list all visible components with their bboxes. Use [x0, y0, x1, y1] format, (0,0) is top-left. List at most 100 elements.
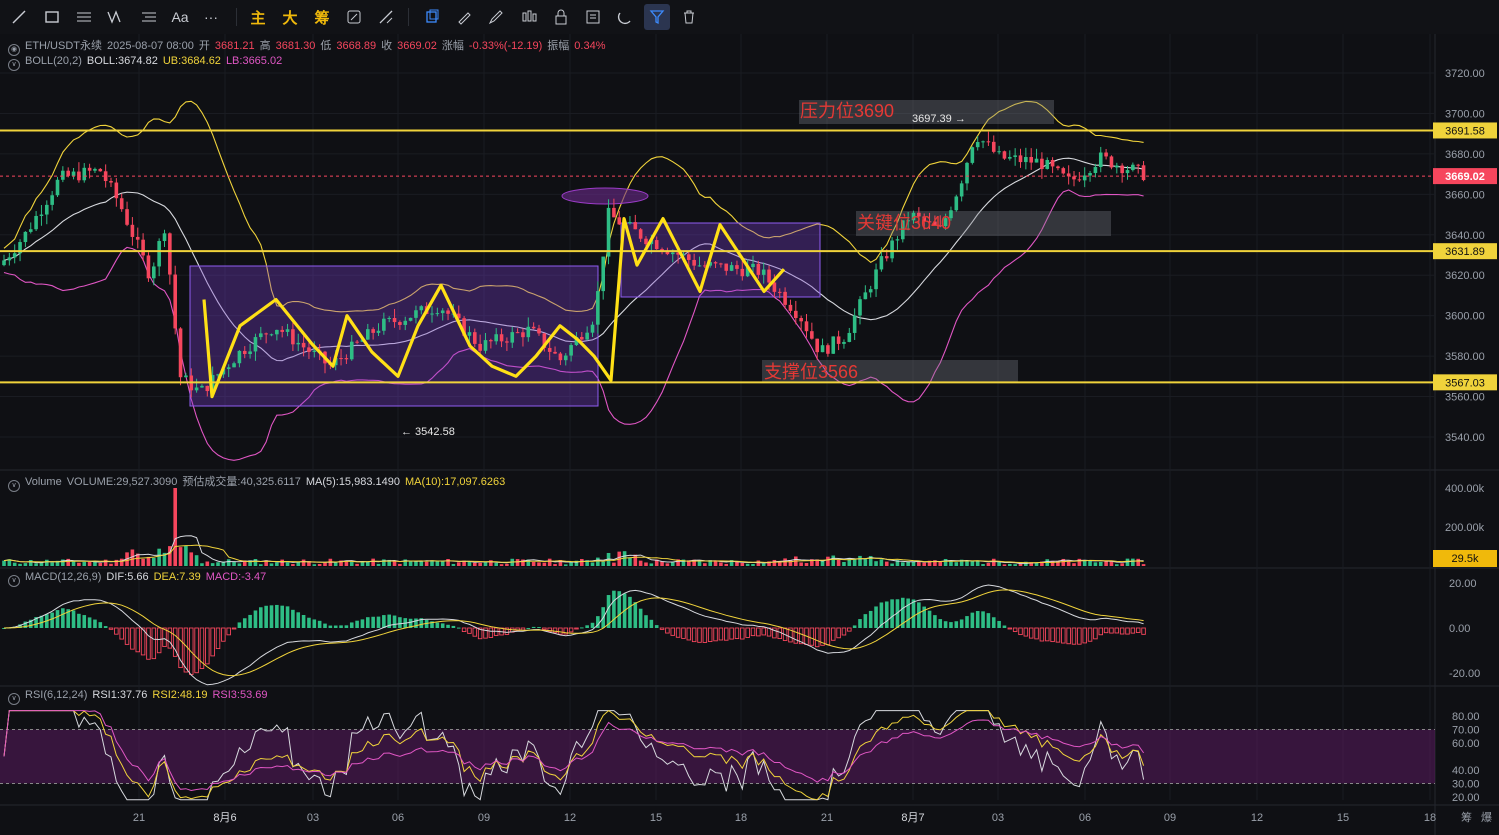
collapse-icon[interactable]: ∨	[8, 575, 20, 587]
collapse-icon[interactable]: ∨	[8, 59, 20, 71]
candle-body	[301, 342, 306, 348]
large-order-button[interactable]: 大	[282, 9, 298, 27]
volume-bar	[23, 563, 28, 566]
candle-body	[542, 333, 547, 348]
volume-bar	[820, 560, 825, 566]
macd-hist-bar	[205, 627, 210, 665]
macd-hist-bar	[296, 612, 301, 628]
volume-estimate: 40,325.6117	[240, 476, 301, 488]
candle-body	[66, 170, 70, 176]
lock-icon[interactable]	[548, 4, 574, 30]
edit-icon[interactable]	[580, 4, 606, 30]
candle-body	[954, 196, 959, 211]
trash-icon[interactable]	[676, 4, 702, 30]
candle-body	[1131, 164, 1135, 171]
candle-body	[1098, 152, 1103, 168]
key-level-label: 关键位3640	[857, 213, 951, 233]
candle-body	[574, 336, 579, 346]
macd-hist-bar	[713, 627, 718, 642]
rsi3-line	[3, 710, 1145, 792]
macd-hist-bar	[1012, 627, 1018, 632]
copy-icon[interactable]	[419, 4, 445, 30]
candle-body	[505, 341, 509, 343]
rect-tool-icon[interactable]	[39, 4, 65, 30]
eye-icon[interactable]: ◉	[8, 44, 20, 56]
macd-hist-bar	[264, 605, 268, 628]
more-tools-button[interactable]: ···	[204, 9, 218, 25]
volume-bar	[1141, 564, 1146, 566]
fib-tool-icon[interactable]	[104, 4, 130, 30]
candle-body	[1018, 155, 1023, 163]
macd-hist-bar	[172, 627, 178, 657]
volume-bar	[323, 562, 327, 566]
candle-body	[248, 351, 252, 355]
macd-hist-bar	[670, 627, 676, 636]
volume-bar	[296, 561, 301, 566]
hlines-tool-icon[interactable]	[71, 4, 97, 30]
volume-bar	[1115, 564, 1119, 566]
ohlc-info: ◉ ETH/USDT永续 2025-08-07 08:00 开 3681.21 高 3681…	[8, 37, 611, 56]
line-tool-icon[interactable]	[6, 4, 32, 30]
key-level-label-box	[856, 211, 1111, 236]
candle-body	[959, 183, 964, 197]
filter-icon[interactable]	[644, 4, 670, 30]
volume-bar	[740, 562, 745, 566]
macd-hist-bar	[895, 599, 900, 628]
volume-bar	[478, 562, 482, 566]
candle-body	[1002, 151, 1007, 159]
magnet-icon[interactable]	[612, 4, 638, 30]
pen-icon[interactable]	[483, 4, 509, 30]
candle-body	[991, 141, 996, 152]
candle-body	[633, 222, 638, 230]
candle-body	[949, 210, 953, 219]
chip-button[interactable]: 筹	[314, 9, 330, 27]
volume-bar	[654, 559, 659, 566]
macd-hist-bar	[997, 620, 1001, 628]
volume-bar	[1050, 560, 1055, 566]
volume-bar	[713, 560, 718, 566]
candle-body	[670, 252, 675, 255]
volume-bar	[1093, 562, 1098, 566]
volume-bar	[975, 560, 980, 566]
volume-bar	[355, 563, 359, 566]
collapse-icon[interactable]: ∨	[8, 693, 20, 705]
rsi2-value: RSI2:48.19	[152, 689, 208, 701]
volume-bar	[901, 562, 905, 566]
macd-hist-bar	[858, 619, 862, 628]
collapse-icon[interactable]: ∨	[8, 480, 20, 492]
macd-hist-bar	[387, 614, 391, 628]
volume-bar	[135, 553, 140, 566]
kline-chart[interactable]: 21 8月6 03 06 09 12 15 18 21 8月7 03 06 09 12 15 18 3720.0…	[0, 34, 1499, 835]
candle-body	[376, 330, 381, 333]
volume-bar	[1061, 558, 1066, 566]
macd-hist-bar	[221, 627, 226, 642]
brush-icon[interactable]	[451, 4, 477, 30]
macd-hist-bar	[371, 616, 375, 628]
candle-body	[387, 318, 391, 320]
main-indicator-button[interactable]: 主	[250, 9, 266, 27]
candles-icon[interactable]	[516, 4, 542, 30]
volume-bar	[911, 561, 916, 566]
ruler-icon[interactable]	[373, 4, 399, 30]
macd-value: MACD:-3.47	[205, 571, 267, 583]
candle-body	[296, 342, 301, 345]
candle-body	[874, 269, 878, 290]
macd-hist-bar	[451, 625, 456, 628]
text-tool-button[interactable]: Aa	[171, 9, 189, 25]
macd-hist-bar	[360, 619, 365, 628]
range-box	[620, 222, 821, 298]
macd-hist-bar	[734, 627, 740, 640]
channel-tool-icon[interactable]	[136, 4, 162, 30]
macd-hist-bar	[975, 611, 980, 628]
candle-body	[938, 225, 943, 227]
y-tick-label: 3540.00	[1445, 432, 1485, 444]
volume-bar	[280, 559, 284, 566]
candle-body	[890, 240, 894, 259]
candle-body	[403, 320, 408, 325]
macd-hist-bar	[28, 619, 33, 628]
volume-bar	[703, 563, 707, 566]
measure-icon[interactable]	[341, 4, 367, 30]
macd-hist-bar	[317, 620, 322, 628]
volume-bar	[858, 555, 862, 566]
candle-body	[590, 324, 595, 333]
